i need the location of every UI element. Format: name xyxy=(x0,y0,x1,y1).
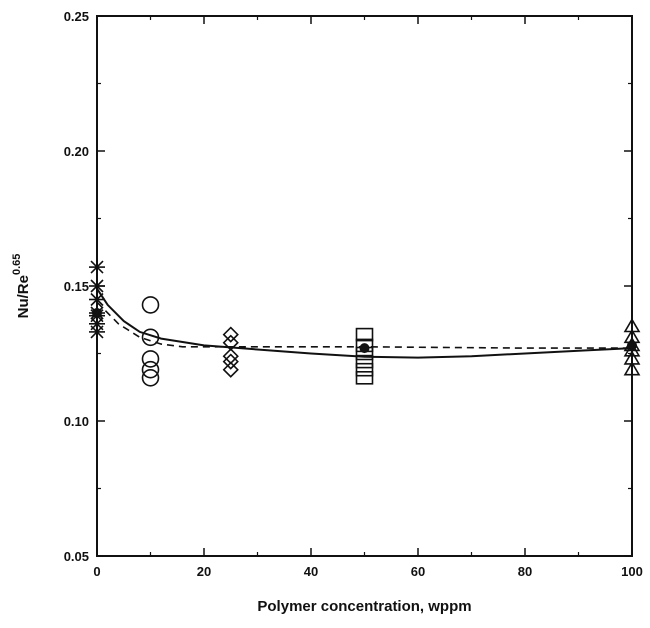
diamond-marker xyxy=(222,326,239,343)
x-tick-label: 80 xyxy=(518,564,532,579)
asterisk-marker xyxy=(89,291,105,308)
circle-marker xyxy=(141,328,160,347)
asterisk-marker xyxy=(89,323,105,340)
y-tick-label: 0.25 xyxy=(64,9,89,24)
square-marker xyxy=(355,362,374,377)
lines-layer xyxy=(96,288,633,359)
square-shape xyxy=(355,370,374,385)
fit-line-dashed xyxy=(96,301,632,349)
plot-frame xyxy=(96,15,633,557)
markers-layer xyxy=(89,259,641,387)
square-marker xyxy=(355,354,374,369)
y-axis-title-exponent: 0.65 xyxy=(11,254,23,275)
diamond-marker xyxy=(222,348,239,365)
y-axis-title-base: Nu/Re xyxy=(15,275,32,318)
filled-circle-shape xyxy=(92,308,102,318)
circle-shape xyxy=(141,360,160,379)
filled-circle-marker xyxy=(627,340,637,351)
filled-circle-marker xyxy=(92,308,102,318)
filled-circle-shape xyxy=(359,343,370,354)
y-tick-label: 0.10 xyxy=(64,414,89,429)
y-tick-label: 0.05 xyxy=(64,549,89,564)
square-shape xyxy=(355,354,374,369)
x-tick-label: 40 xyxy=(304,564,318,579)
triangle-marker xyxy=(623,342,641,357)
diamond-shape xyxy=(222,353,239,370)
square-marker xyxy=(355,370,374,385)
square-marker xyxy=(355,327,374,342)
circle-shape xyxy=(141,350,160,368)
fit-line-solid xyxy=(96,288,633,359)
x-tick-label: 0 xyxy=(93,564,100,579)
circle-marker xyxy=(141,350,160,368)
filled-circle-marker xyxy=(359,343,370,354)
asterisk-marker xyxy=(89,278,105,294)
asterisk-stroke xyxy=(90,279,104,293)
asterisk-stroke xyxy=(90,260,104,274)
diamond-shape xyxy=(222,348,239,365)
triangle-shape xyxy=(623,361,641,376)
square-shape xyxy=(355,327,374,342)
asterisk-stroke xyxy=(90,325,104,339)
diamond-shape xyxy=(222,326,239,343)
y-axis-title: Nu/Re0.65 xyxy=(11,254,32,319)
filled-circle-shape xyxy=(627,340,637,351)
diamond-marker xyxy=(222,353,239,370)
asterisk-stroke xyxy=(90,292,104,307)
circle-shape xyxy=(141,328,160,347)
circle-marker xyxy=(141,296,160,314)
circle-shape xyxy=(141,296,160,314)
circle-marker xyxy=(141,368,160,387)
y-tick-label: 0.20 xyxy=(64,144,89,159)
triangle-marker xyxy=(623,361,641,376)
diamond-marker xyxy=(222,361,239,378)
square-shape xyxy=(355,362,374,377)
x-tick-label: 100 xyxy=(621,564,643,579)
x-tick-label: 60 xyxy=(411,564,425,579)
ticks-layer: 0 20 40 60 80 100 0.05 0.10 0.15 0.20 0.25 xyxy=(64,9,643,579)
x-tick-label: 20 xyxy=(197,564,211,579)
asterisk-marker xyxy=(89,259,105,276)
y-tick-label: 0.15 xyxy=(64,279,89,294)
x-axis-title: Polymer concentration, wppm xyxy=(257,598,471,615)
triangle-shape xyxy=(623,342,641,357)
circle-marker xyxy=(141,360,160,379)
circle-shape xyxy=(141,368,160,387)
diamond-shape xyxy=(222,361,239,378)
